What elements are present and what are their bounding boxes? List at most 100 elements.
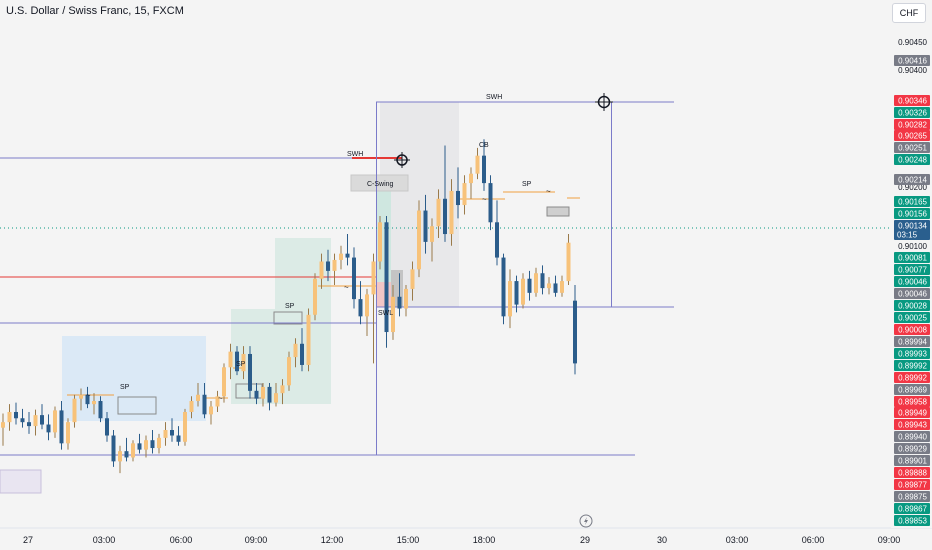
candle-body (508, 281, 512, 317)
candle-body (456, 190, 460, 206)
lightning-icon[interactable] (579, 514, 593, 528)
candle-body (573, 300, 577, 364)
price-label-tag (894, 55, 930, 66)
candle-body (235, 351, 239, 372)
tilde-marker: ~ (546, 187, 551, 196)
candle-body (66, 422, 70, 444)
y-tick-label: 0.90200 (898, 183, 927, 192)
candle-body (326, 261, 330, 271)
price-label-text: 0.89929 (898, 445, 927, 454)
candle-body (566, 242, 571, 282)
candle-body (98, 401, 103, 419)
price-label-tag (894, 264, 930, 275)
tilde-marker: ~ (218, 394, 223, 403)
price-label-tag (894, 252, 930, 263)
candle-body (423, 210, 428, 242)
price-label-tag (894, 220, 930, 240)
price-label-text: 0.90077 (898, 266, 927, 275)
candle-body (365, 294, 369, 317)
tilde-marker: ~ (344, 283, 349, 292)
price-label-tag (894, 276, 930, 287)
candle-body (124, 451, 129, 458)
candle-body (248, 353, 252, 391)
tilde-marker: ~ (86, 391, 91, 400)
candle-body (241, 353, 246, 372)
candle-body (358, 299, 363, 317)
candle-body (514, 281, 519, 305)
candle-body (430, 226, 434, 242)
candle-body (410, 269, 415, 289)
price-label-tag (894, 455, 930, 466)
candle-body (560, 281, 564, 293)
candle-body (33, 415, 38, 427)
price-label-tag (894, 196, 930, 207)
sp-label-4: SP (522, 181, 532, 188)
x-tick-label: 06:00 (170, 535, 193, 545)
candle-body (482, 155, 486, 184)
y-tick-label: 0.90450 (898, 38, 927, 47)
candle-body (170, 430, 174, 436)
candle-body (1, 422, 5, 428)
price-label-text: 0.89969 (898, 386, 927, 395)
candle-body (176, 435, 181, 442)
x-tick-label: 09:00 (245, 535, 268, 545)
crosshair-target-icon[interactable] (595, 93, 613, 111)
candle-body (14, 411, 18, 419)
price-label-text: 0.89888 (898, 469, 927, 478)
price-label-tag (894, 407, 930, 418)
price-label-text: 0.90165 (898, 198, 927, 207)
x-tick-label: 29 (580, 535, 590, 545)
price-label-tag (894, 348, 930, 359)
price-label-text: 0.90134 (898, 222, 927, 231)
price-label-text: 0.89949 (898, 409, 927, 418)
candle-body (449, 190, 454, 235)
price-label-tag (894, 431, 930, 442)
sp-box-3 (273, 311, 303, 325)
candle-body (443, 198, 447, 235)
candle-body (118, 451, 122, 462)
price-label-tag (894, 208, 930, 219)
candle-body (27, 422, 31, 427)
price-label-text: 0.89993 (898, 350, 927, 359)
candle-body (163, 430, 168, 438)
currency-button[interactable]: CHF (892, 3, 926, 23)
price-label-text: 0.90028 (898, 302, 927, 311)
cb-label: CB (479, 142, 489, 149)
purple-zone-box (0, 469, 42, 494)
candle-body (274, 393, 278, 403)
candle-body (72, 398, 77, 423)
candle-body (488, 183, 493, 223)
candle-body (183, 411, 187, 442)
candle-body (280, 385, 285, 394)
price-label-text: 0.89940 (898, 433, 927, 442)
x-tick-label: 18:00 (473, 535, 496, 545)
candle-body (20, 418, 25, 423)
candle-body (261, 386, 265, 399)
candle-body (352, 257, 356, 300)
price-label-tag (894, 384, 930, 395)
candle-body (40, 415, 44, 425)
price-label-text: 0.89943 (898, 421, 927, 430)
candle-body (300, 343, 304, 365)
price-label-text: 0.89867 (898, 505, 927, 514)
candle-body (215, 396, 220, 407)
candle-body (111, 435, 116, 462)
swh-label-1: SWH (347, 151, 363, 158)
price-label-tag (894, 396, 930, 407)
candle-body (371, 261, 376, 295)
candle-body (495, 222, 499, 258)
candle-body (293, 343, 298, 358)
candle-body (131, 443, 135, 458)
c-swing-label: C-Swing (367, 181, 394, 188)
candle-body (339, 253, 343, 260)
price-label-tag (894, 324, 930, 335)
crosshair-target-icon[interactable] (394, 152, 410, 168)
price-label-text: 0.89992 (898, 362, 927, 371)
candle-body (534, 273, 538, 293)
sp-box-1 (117, 396, 157, 415)
y-tick-label: 0.90100 (898, 242, 927, 251)
price-label-text: 0.90248 (898, 156, 927, 165)
price-label-tag (894, 312, 930, 323)
zone-box-blue (62, 336, 206, 421)
